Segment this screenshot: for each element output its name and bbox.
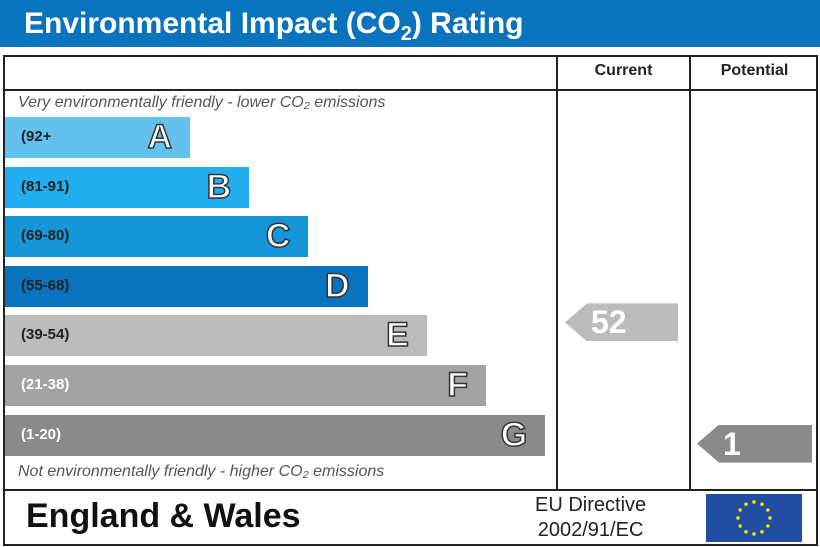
divider xyxy=(3,489,818,491)
star xyxy=(738,508,742,512)
bar-c: (69-80) C xyxy=(5,216,309,258)
bar-letter: B xyxy=(206,167,232,207)
star xyxy=(760,502,764,506)
eu-directive: EU Directive 2002/91/EC xyxy=(535,493,646,543)
bar-g: (1-20) G xyxy=(5,414,546,456)
bar-range: (1-20) xyxy=(21,425,62,443)
bar-range: (21-38) xyxy=(21,376,70,393)
rating-table xyxy=(3,55,818,546)
bar-f: (21-38) F xyxy=(5,365,486,406)
directive-line1: EU Directive xyxy=(535,494,647,516)
title-text: Environmental Impact (CO xyxy=(24,7,401,40)
top-note: Very environmentally friendly - lower CO… xyxy=(18,94,386,111)
directive-line2: 2002/91/EC xyxy=(537,519,644,541)
divider xyxy=(3,89,818,91)
current-rating-arrow: 52 xyxy=(565,303,678,342)
bar-letter: C xyxy=(265,216,291,256)
bar-letter: F xyxy=(446,365,468,405)
potential-rating-arrow: 1 xyxy=(697,424,812,463)
star xyxy=(744,530,748,534)
bar-d: (55-68) D xyxy=(5,265,368,307)
bar-range: (81-91) xyxy=(21,177,70,195)
star xyxy=(766,508,770,512)
divider xyxy=(556,55,558,490)
star xyxy=(768,516,772,520)
region-label: England & Wales xyxy=(26,497,301,535)
divider xyxy=(689,55,691,490)
bar-a: (92+ A xyxy=(5,117,190,158)
star xyxy=(744,502,748,506)
star xyxy=(760,530,764,534)
bar-b: (81-91) B xyxy=(5,166,250,208)
bottom-note: Not environmentally friendly - higher CO… xyxy=(18,463,385,480)
bar-range: (69-80) xyxy=(21,227,70,245)
star xyxy=(738,524,742,528)
bar-letter: D xyxy=(324,266,350,306)
page-title: Environmental Impact (CO2) Rating xyxy=(0,0,820,47)
bar-letter: A xyxy=(147,117,173,157)
bar-range: (55-68) xyxy=(21,276,70,294)
bar-range: (92+ xyxy=(21,128,52,145)
column-current: Current xyxy=(594,62,653,79)
bar-letter: E xyxy=(385,316,409,356)
title-end: ) Rating xyxy=(411,7,524,40)
bar-letter: G xyxy=(500,415,528,455)
title-subscript: 2 xyxy=(400,23,412,45)
bar-range: (39-54) xyxy=(21,326,70,344)
star xyxy=(752,532,756,536)
star xyxy=(752,500,756,504)
star xyxy=(766,524,770,528)
star xyxy=(736,516,740,520)
column-potential: Potential xyxy=(720,62,789,79)
eu-flag-icon xyxy=(706,494,802,542)
bar-e: (39-54) E xyxy=(5,315,427,357)
